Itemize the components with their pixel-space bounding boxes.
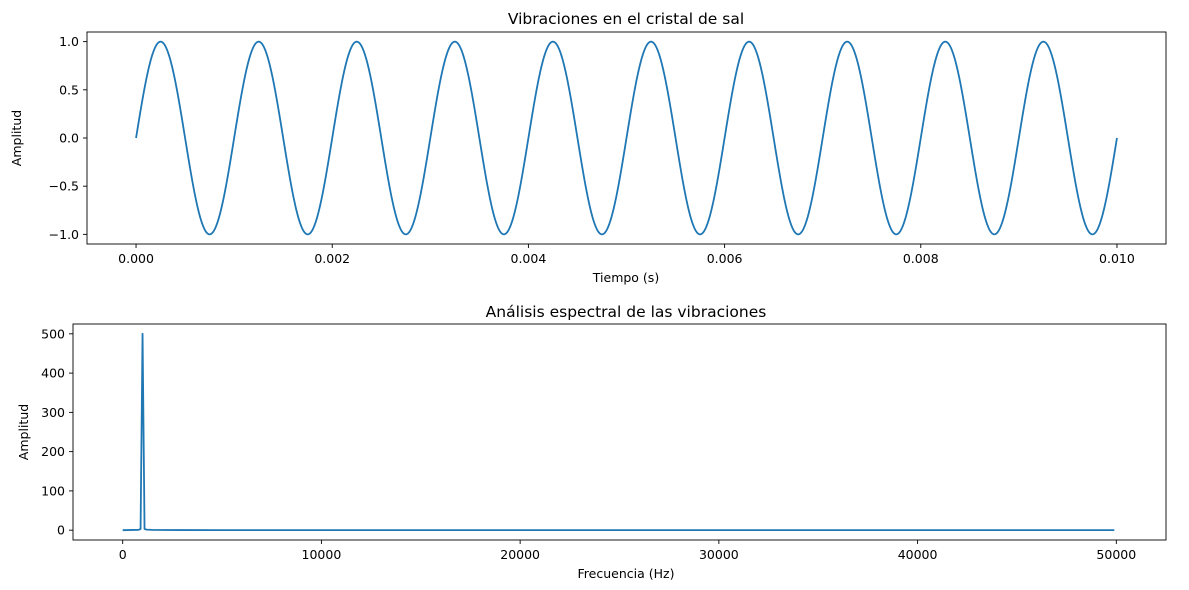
chart-top-y-tick-label: −1.0 [49, 227, 79, 242]
chart-bottom-x-tick-label: 10000 [302, 547, 342, 562]
chart-top-y-tick-label: −0.5 [49, 179, 79, 194]
chart-bottom-y-tick-label: 400 [41, 366, 65, 381]
chart-bottom-x-ticks: 0 10000 20000 30000 40000 50000 [119, 540, 1136, 562]
chart-top-y-ticks: −1.0 −0.5 0.0 0.5 1.0 [49, 34, 87, 242]
chart-top: Vibraciones en el cristal de sal 0.000 0.… [9, 10, 1167, 285]
chart-top-y-label: Amplitud [9, 110, 24, 166]
chart-top-y-tick-label: 0.0 [59, 131, 79, 146]
chart-bottom-title: Análisis espectral de las vibraciones [486, 303, 767, 321]
chart-top-title: Vibraciones en el cristal de sal [508, 10, 744, 28]
chart-bottom-series-line [122, 332, 1115, 532]
chart-bottom-y-tick-label: 500 [41, 326, 65, 341]
chart-bottom-x-tick-label: 40000 [898, 547, 938, 562]
chart-bottom-y-tick-label: 300 [41, 405, 65, 420]
chart-top-x-tick-label: 0.008 [903, 251, 939, 266]
chart-top-x-label: Tiempo (s) [592, 270, 659, 285]
chart-bottom-plot-frame [72, 323, 1167, 541]
chart-bottom-x-tick-label: 20000 [500, 547, 540, 562]
chart-bottom-y-tick-label: 100 [41, 483, 65, 498]
chart-bottom-x-tick-label: 50000 [1096, 547, 1136, 562]
chart-bottom-y-ticks: 0 100 200 300 400 500 [41, 326, 73, 538]
chart-top-series-line [135, 40, 1118, 236]
chart-bottom: Análisis espectral de las vibraciones 0 1… [16, 303, 1167, 581]
chart-bottom-x-tick-label: 30000 [699, 547, 739, 562]
chart-top-x-ticks: 0.000 0.002 0.004 0.006 0.008 0.010 [118, 244, 1135, 266]
chart-bottom-x-tick-label: 0 [119, 547, 127, 562]
chart-top-x-tick-label: 0.004 [511, 251, 547, 266]
chart-top-y-tick-label: 0.5 [59, 82, 79, 97]
chart-bottom-y-tick-label: 200 [41, 444, 65, 459]
chart-bottom-x-label: Frecuencia (Hz) [578, 566, 675, 581]
chart-bottom-y-label: Amplitud [16, 404, 31, 460]
chart-bottom-y-tick-label: 0 [57, 523, 65, 538]
chart-top-y-tick-label: 1.0 [59, 34, 79, 49]
chart-top-x-tick-label: 0.000 [118, 251, 154, 266]
chart-top-x-tick-label: 0.006 [707, 251, 743, 266]
chart-top-x-tick-label: 0.002 [314, 251, 350, 266]
chart-top-x-tick-label: 0.010 [1099, 251, 1135, 266]
